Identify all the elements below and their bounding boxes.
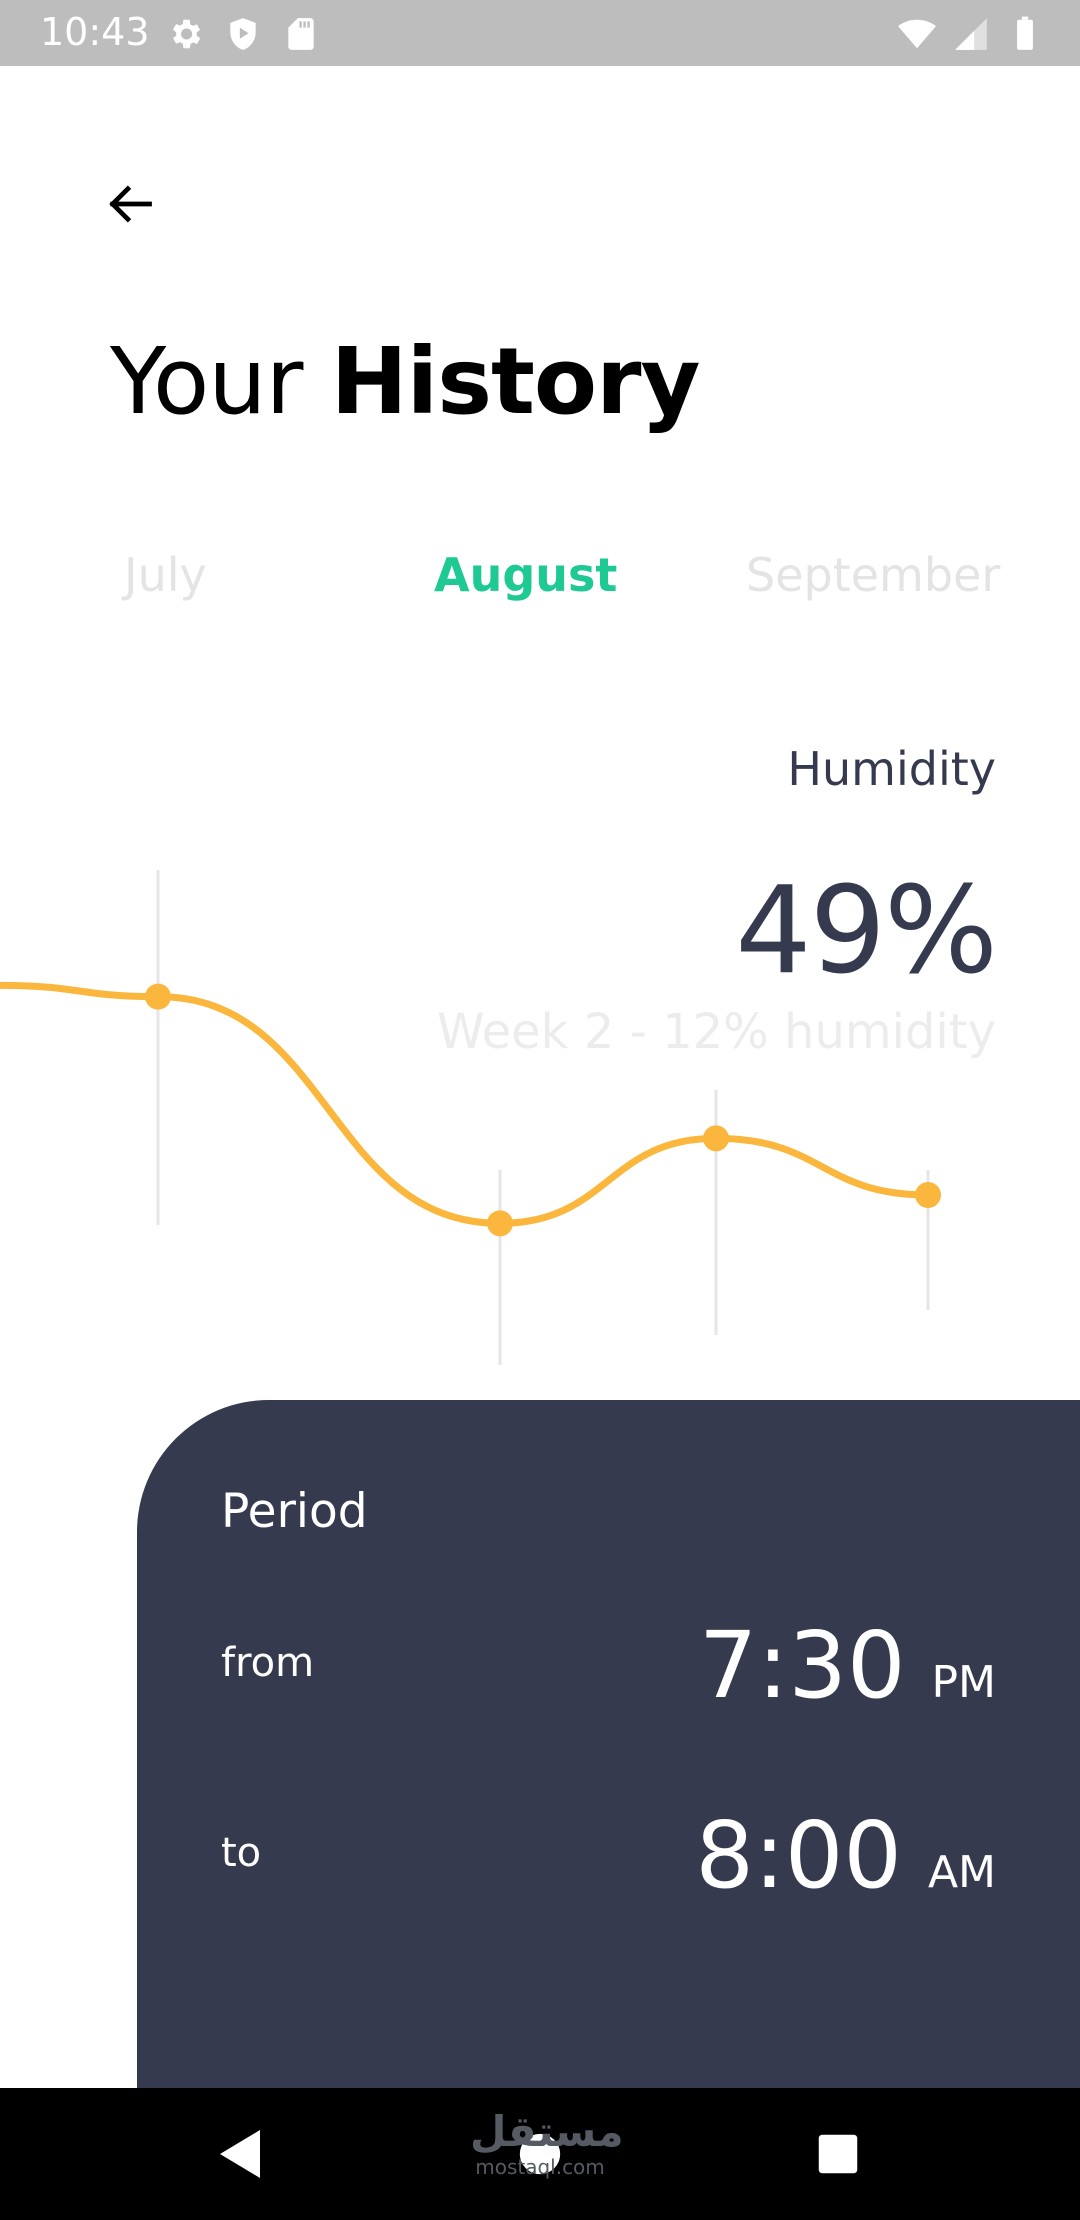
sd-card-icon xyxy=(288,18,314,50)
nav-home-button[interactable] xyxy=(474,2088,606,2220)
gear-icon xyxy=(172,19,201,49)
status-icons-right xyxy=(898,14,1044,54)
nav-bar xyxy=(0,2088,1080,2220)
watermark-logo: مستقل xyxy=(470,2107,624,2156)
period-panel: Period from 7:30 PM to 8:00 AM xyxy=(137,1400,1080,2090)
status-time: 10:43 xyxy=(40,10,150,54)
to-label: to xyxy=(221,1830,262,1876)
chart-data-point[interactable] xyxy=(487,1210,513,1237)
metric-value: 49% xyxy=(735,862,998,1001)
page-title: Your History xyxy=(110,328,701,435)
from-label: from xyxy=(221,1640,315,1686)
metric-label: Humidity xyxy=(787,742,996,796)
shield-play-icon xyxy=(230,18,256,50)
to-time-value: 8:00 xyxy=(695,1802,902,1909)
from-time-ampm: PM xyxy=(931,1657,997,1708)
home-circle-icon xyxy=(519,2133,561,2175)
tab-july[interactable]: July xyxy=(124,548,207,602)
tab-september[interactable]: September xyxy=(746,548,1001,602)
recents-square-icon xyxy=(818,2134,858,2174)
chart-data-point[interactable] xyxy=(145,983,171,1010)
wifi-icon xyxy=(898,19,936,49)
page-title-bold: History xyxy=(330,328,701,435)
tab-august[interactable]: August xyxy=(434,548,618,602)
watermark: مستقل mostaql.com xyxy=(470,2107,624,2179)
metric-subtitle: Week 2 - 12% humidity xyxy=(436,1004,996,1060)
nav-recents-button[interactable] xyxy=(772,2088,904,2220)
from-time[interactable]: 7:30 PM xyxy=(699,1612,996,1719)
watermark-url: mostaql.com xyxy=(475,2155,605,2179)
to-time-ampm: AM xyxy=(927,1847,996,1898)
chart-data-point[interactable] xyxy=(915,1182,941,1208)
battery-icon xyxy=(1017,16,1033,50)
status-bar: 10:43 xyxy=(0,0,1080,66)
page-title-light: Your xyxy=(110,328,303,435)
period-title: Period xyxy=(221,1484,368,1539)
back-triangle-icon xyxy=(220,2130,260,2178)
chart-data-point[interactable] xyxy=(703,1125,729,1152)
month-tabs: July August September xyxy=(0,548,1080,612)
from-time-value: 7:30 xyxy=(698,1612,906,1719)
arrow-left-icon xyxy=(109,185,152,223)
back-button[interactable] xyxy=(98,172,162,236)
status-icons-left xyxy=(166,14,320,54)
to-time[interactable]: 8:00 AM xyxy=(695,1802,996,1909)
signal-icon xyxy=(955,18,987,50)
humidity-chart xyxy=(0,870,941,1365)
nav-back-button[interactable] xyxy=(174,2088,306,2220)
